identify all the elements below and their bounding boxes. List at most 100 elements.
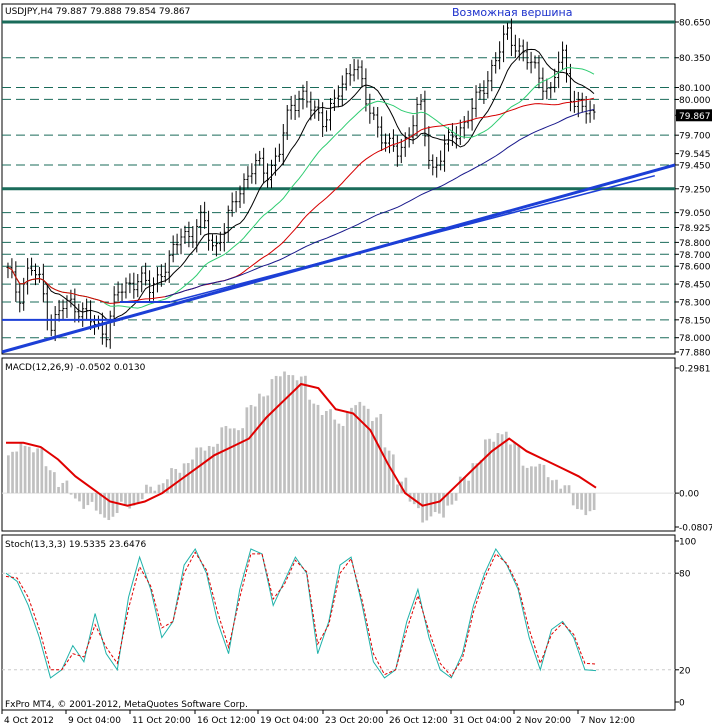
macd-histogram-bar	[195, 447, 198, 494]
time-label: 26 Oct 12:00	[389, 716, 448, 726]
price-panel-frame	[1, 3, 676, 355]
time-label: 7 Nov 12:00	[580, 716, 635, 726]
macd-histogram-bar	[366, 408, 370, 494]
stoch-signal-line	[5, 551, 597, 678]
macd-histogram-bar	[458, 476, 462, 494]
moving-average-line	[7, 97, 595, 304]
macd-histogram-bar	[567, 485, 571, 494]
macd-histogram-bar	[241, 428, 245, 494]
macd-histogram-bar	[538, 463, 542, 494]
macd-histogram-bar	[36, 448, 39, 494]
macd-histogram-bar	[588, 493, 592, 512]
macd-histogram-bar	[19, 442, 23, 494]
macd-histogram-bar	[387, 450, 391, 494]
macd-histogram-bar	[350, 407, 353, 494]
macd-histogram-bar	[224, 426, 228, 494]
macd-histogram-bar	[379, 413, 383, 494]
moving-average-line	[7, 48, 595, 322]
macd-histogram-bar	[258, 393, 261, 494]
macd-histogram-bar	[262, 396, 265, 494]
macd-histogram-bar	[212, 446, 215, 494]
macd-histogram-bar	[266, 395, 270, 494]
macd-histogram-bar	[153, 490, 157, 494]
macd-histogram-bar	[563, 485, 567, 494]
macd-histogram-bar	[446, 493, 450, 506]
macd-histogram-bar	[291, 375, 295, 494]
macd-histogram-bar	[44, 466, 48, 494]
macd-histogram-bar	[7, 455, 10, 494]
price-label: 77.880	[679, 349, 711, 359]
macd-histogram-bar	[404, 477, 408, 494]
macd-title: MACD(12,26,9) -0.0502 0.0130	[5, 363, 146, 373]
macd-histogram-bar	[253, 406, 257, 494]
macd-histogram-bar	[216, 443, 219, 494]
macd-histogram-bar	[371, 421, 374, 494]
time-label: 23 Oct 20:00	[325, 716, 384, 726]
macd-histogram-bar	[57, 486, 60, 494]
macd-histogram-bar	[140, 493, 144, 500]
macd-histogram-bar	[149, 486, 152, 494]
macd-histogram-bar	[78, 493, 81, 502]
price-label: 80.100	[679, 84, 711, 94]
macd-histogram-bar	[546, 477, 550, 494]
macd-histogram-bar	[425, 493, 429, 521]
price-label: 79.450	[679, 161, 711, 171]
macd-histogram-bar	[534, 466, 537, 494]
macd-histogram-bar	[237, 430, 240, 494]
macd-histogram-bar	[103, 493, 106, 518]
macd-histogram-bar	[27, 446, 31, 494]
price-label: 78.300	[679, 298, 711, 308]
macd-histogram-bar	[358, 401, 362, 494]
macd-histogram-bar	[90, 493, 94, 502]
macd-histogram-bar	[521, 465, 525, 494]
macd-histogram-bar	[345, 411, 349, 494]
price-label: 80.000	[679, 96, 711, 106]
macd-histogram-bar	[580, 493, 583, 510]
price-label: 79.050	[679, 209, 711, 219]
price-label: 78.150	[679, 316, 711, 326]
macd-histogram-bar	[383, 447, 387, 494]
time-label: 19 Oct 04:00	[260, 716, 319, 726]
stoch-panel-frame	[1, 534, 676, 711]
time-label: 2 Nov 20:00	[516, 716, 571, 726]
macd-histogram-bar	[530, 466, 533, 494]
macd-histogram-bar	[287, 374, 291, 494]
macd-histogram-bar	[509, 444, 512, 494]
macd-histogram-bar	[513, 442, 516, 494]
macd-histogram-bar	[479, 459, 483, 494]
macd-histogram-bar	[504, 431, 508, 494]
macd-histogram-bar	[571, 493, 575, 506]
macd-histogram-bar	[467, 480, 470, 494]
macd-histogram-bar	[161, 483, 165, 494]
macd-histogram-bar	[278, 376, 282, 494]
macd-histogram-bar	[128, 493, 132, 509]
price-label: 80.350	[679, 54, 711, 64]
macd-histogram-bar	[500, 434, 504, 494]
macd-histogram-bar	[11, 451, 14, 494]
price-label: 78.000	[679, 334, 711, 344]
macd-histogram-bar	[354, 405, 357, 494]
macd-histogram-bar	[312, 403, 316, 494]
macd-histogram-bar	[555, 479, 558, 494]
macd-histogram-bar	[40, 446, 44, 494]
macd-axis-label: -0.0807	[679, 524, 712, 534]
macd-histogram-bar	[417, 493, 420, 509]
price-label: 78.700	[679, 251, 711, 261]
macd-histogram-bar	[199, 447, 203, 494]
macd-histogram-bar	[53, 472, 56, 494]
macd-histogram-bar	[421, 493, 424, 523]
macd-histogram-bar	[274, 375, 278, 494]
price-label: 79.700	[679, 132, 711, 142]
macd-histogram-bar	[325, 410, 328, 494]
macd-histogram-bar	[119, 493, 123, 502]
time-label: 4 Oct 2012	[4, 716, 54, 726]
macd-histogram-bar	[249, 405, 253, 494]
macd-histogram-bar	[61, 482, 65, 494]
macd-panel-frame	[1, 357, 676, 532]
macd-histogram-bar	[437, 493, 441, 514]
macd-histogram-bar	[228, 428, 232, 494]
macd-histogram-bar	[132, 493, 136, 506]
macd-histogram-bar	[299, 376, 303, 494]
